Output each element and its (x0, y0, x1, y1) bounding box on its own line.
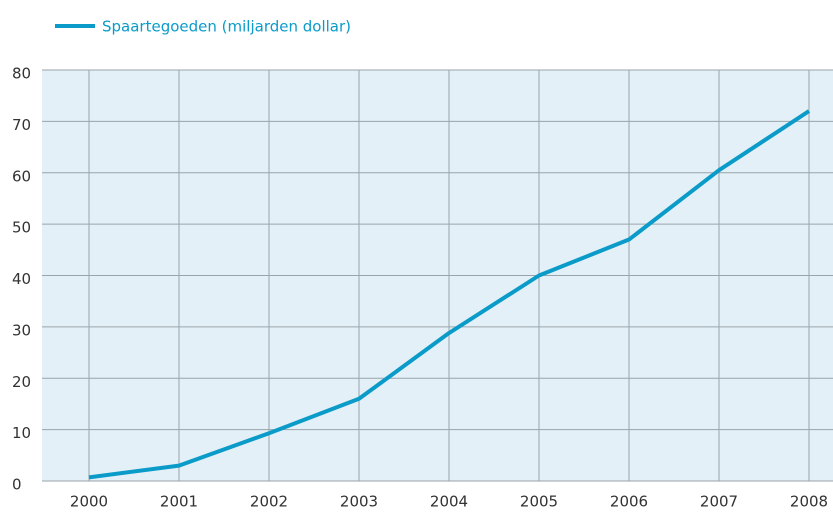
y-tick-label: 80 (12, 65, 31, 83)
y-tick-label: 50 (12, 219, 31, 237)
x-tick-label: 2000 (70, 493, 108, 511)
x-tick-label: 2002 (250, 493, 288, 511)
x-tick-label: 2004 (430, 493, 468, 511)
y-tick-label: 10 (12, 424, 31, 442)
data-line (88, 109, 811, 480)
y-tick-label: 40 (12, 270, 31, 288)
y-tick-label: 70 (12, 116, 31, 134)
y-tick-label: 20 (12, 373, 31, 391)
y-tick-label: 60 (12, 167, 31, 185)
x-tick-label: 2006 (610, 493, 648, 511)
legend-label: Spaartegoeden (miljarden dollar) (102, 18, 351, 36)
x-tick-label: 2005 (520, 493, 558, 511)
x-tick-label: 2008 (790, 493, 828, 511)
x-tick-label: 2007 (700, 493, 738, 511)
y-tick-label: 30 (12, 321, 31, 339)
y-tick-label: 0 (12, 476, 22, 494)
x-tick-label: 2001 (160, 493, 198, 511)
x-tick-label: 2003 (340, 493, 378, 511)
